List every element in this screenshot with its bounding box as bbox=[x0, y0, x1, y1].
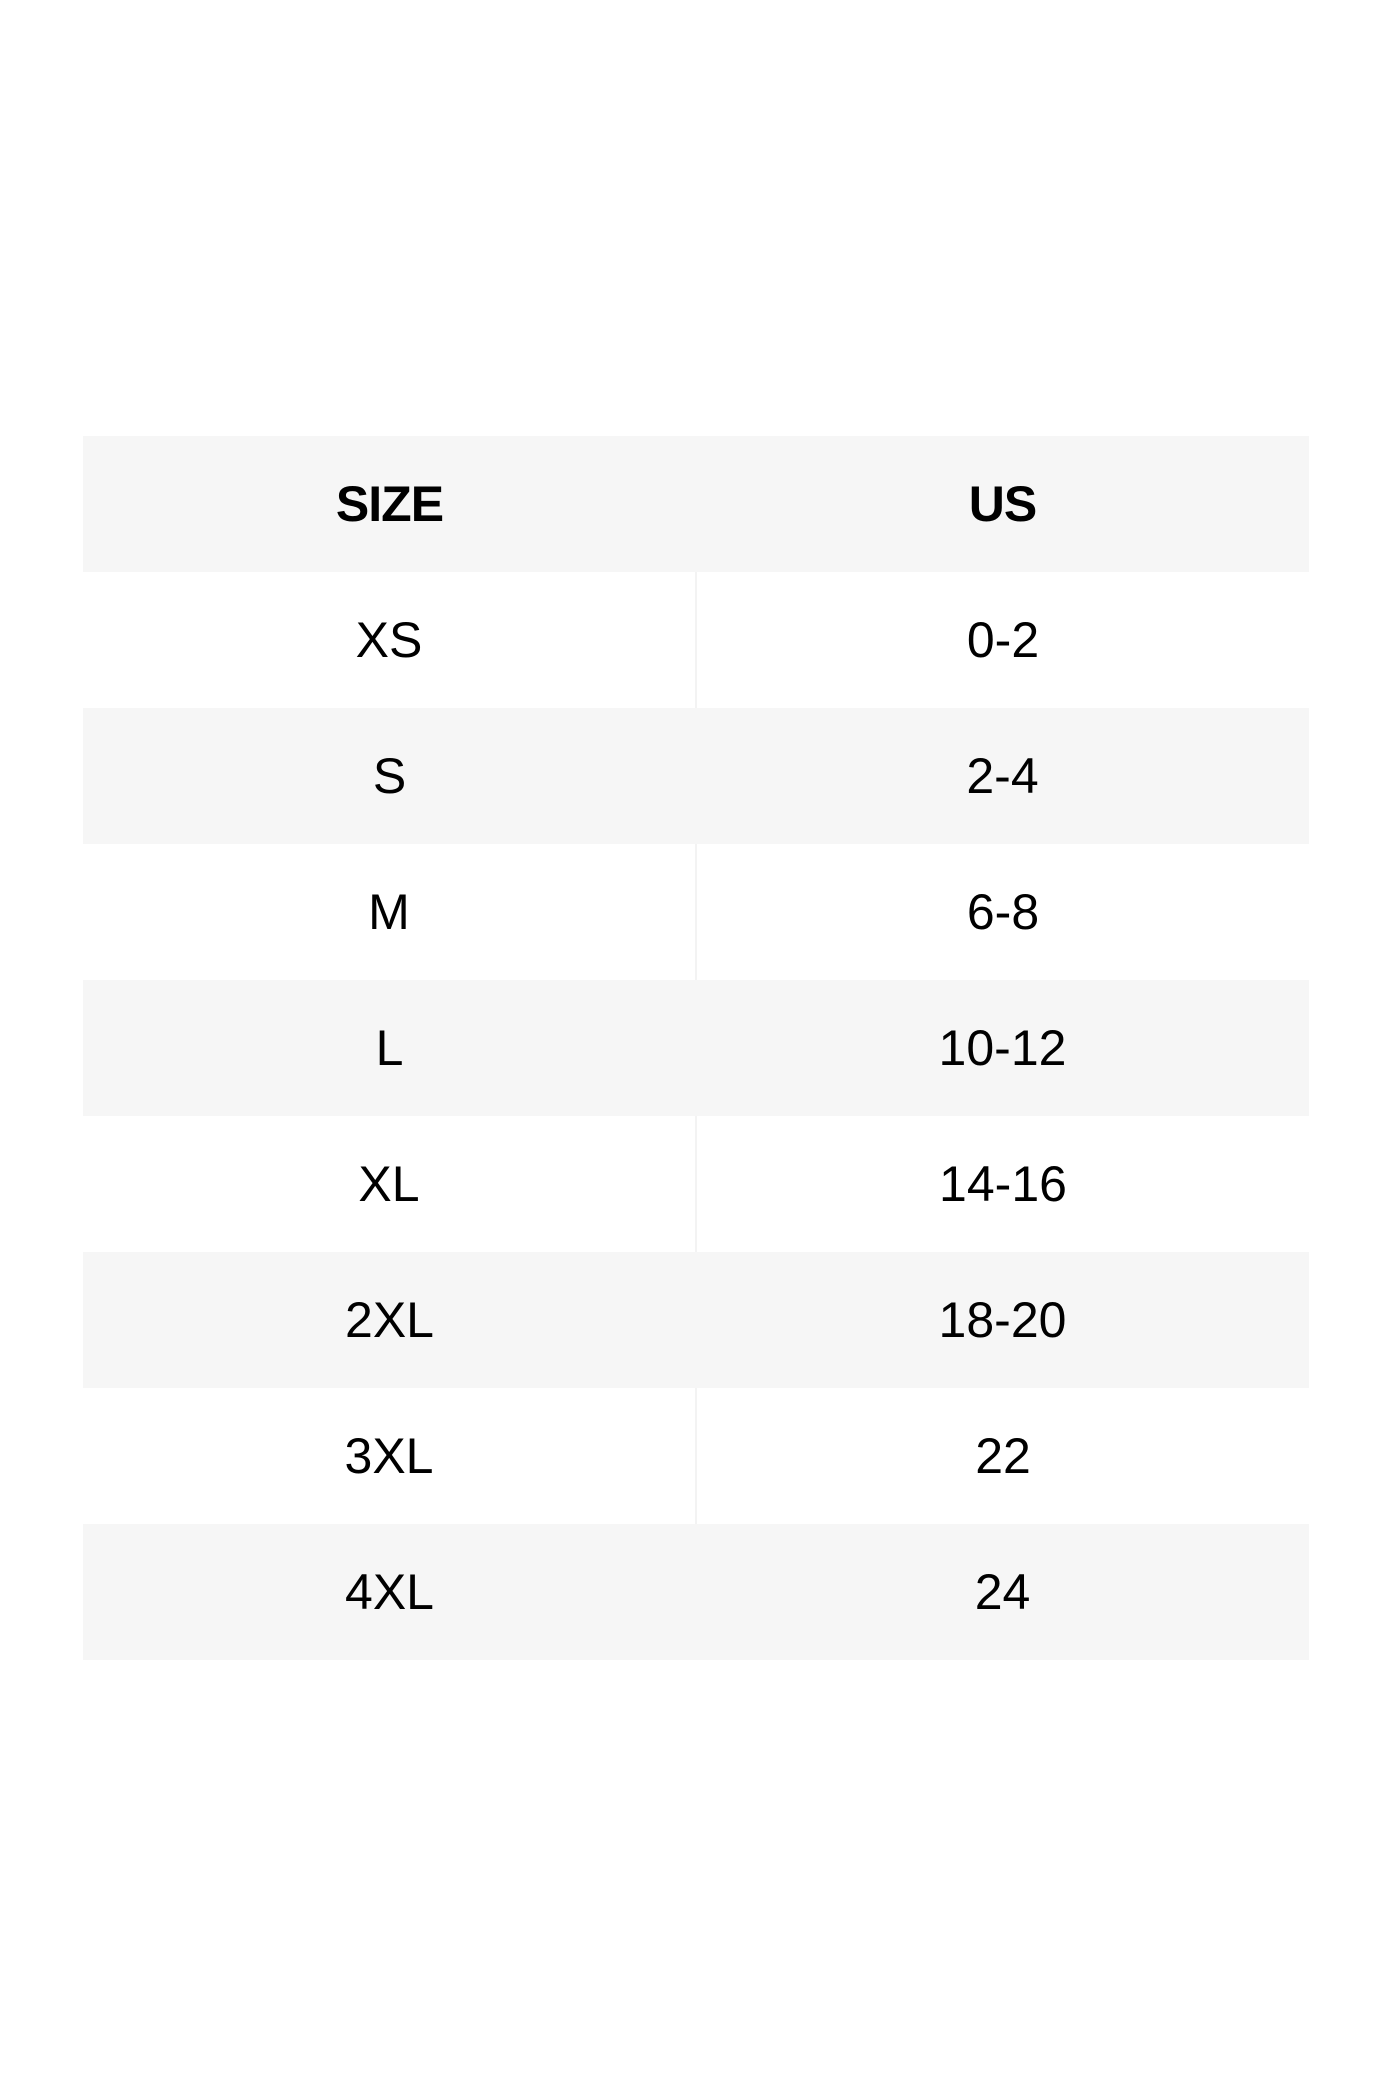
size-cell: L bbox=[375, 1020, 404, 1076]
us-cell: 6-8 bbox=[966, 884, 1040, 940]
us-cell: 2-4 bbox=[966, 748, 1039, 804]
header-us: US bbox=[968, 476, 1037, 532]
size-cell: XL bbox=[83, 1116, 697, 1252]
header-size: SIZE bbox=[335, 476, 444, 532]
table-row: S 2-4 bbox=[83, 708, 1309, 844]
table-row: L 10-12 bbox=[83, 980, 1309, 1116]
us-cell: 0-2 bbox=[966, 612, 1040, 668]
table-row: M 6-8 bbox=[83, 844, 1309, 980]
size-cell: 3XL bbox=[83, 1388, 697, 1524]
table-row: 2XL 18-20 bbox=[83, 1252, 1309, 1388]
us-cell: 22 bbox=[975, 1428, 1031, 1484]
table-row: 4XL 24 bbox=[83, 1524, 1309, 1660]
size-chart-table: SIZE US XS 0-2 S 2-4 M 6-8 L 10-12 XL 14… bbox=[83, 436, 1309, 1660]
us-cell: 18-20 bbox=[938, 1292, 1067, 1348]
us-cell: 10-12 bbox=[938, 1020, 1067, 1076]
table-row: XS 0-2 bbox=[83, 572, 1309, 708]
size-cell: M bbox=[83, 844, 697, 980]
size-cell: 4XL bbox=[345, 1564, 434, 1620]
us-cell: 14-16 bbox=[939, 1156, 1067, 1212]
size-cell: 2XL bbox=[345, 1292, 434, 1348]
size-cell: S bbox=[372, 748, 407, 804]
size-cell: XS bbox=[83, 572, 697, 708]
table-row: 3XL 22 bbox=[83, 1388, 1309, 1524]
us-cell: 24 bbox=[974, 1564, 1031, 1620]
table-row: XL 14-16 bbox=[83, 1116, 1309, 1252]
table-header-row: SIZE US bbox=[83, 436, 1309, 572]
